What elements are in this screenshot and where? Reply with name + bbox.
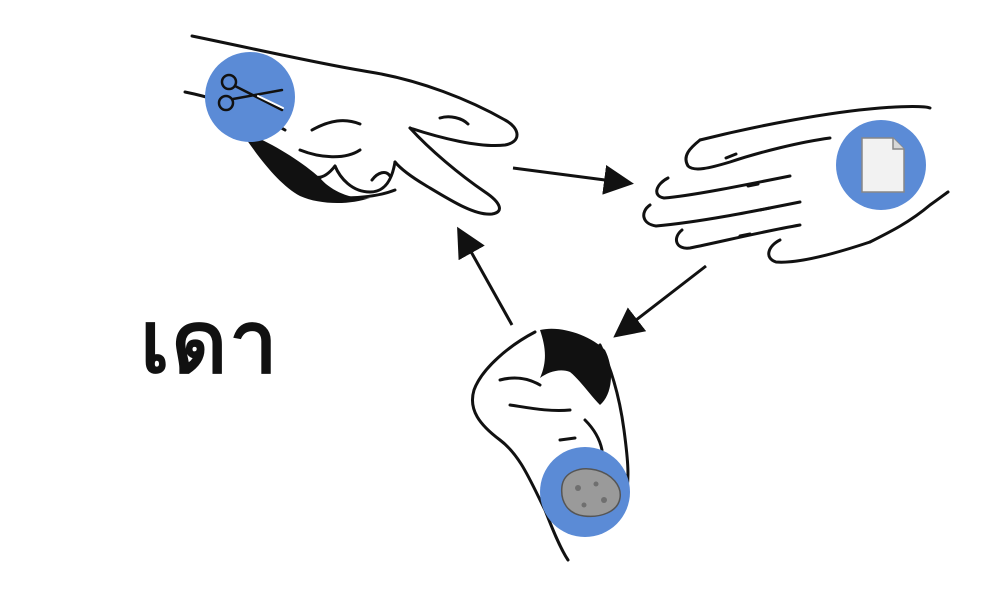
arrow-paper-to-rock [613,264,707,338]
arrow-rock-to-scissors [457,226,514,326]
scissors-hand-shadow [240,130,370,204]
open-hand [642,105,950,264]
scissors-badge [205,52,295,142]
paper-badge [836,120,926,210]
rock-badge [540,447,630,537]
diagram-title: เดา [140,293,280,393]
paper-icon [861,137,905,193]
fist-shadow [540,328,612,405]
scissors-icon [217,73,284,112]
rock-icon [560,468,621,518]
arrow-scissors-to-paper [512,165,634,195]
cycle-arrows [457,165,707,338]
